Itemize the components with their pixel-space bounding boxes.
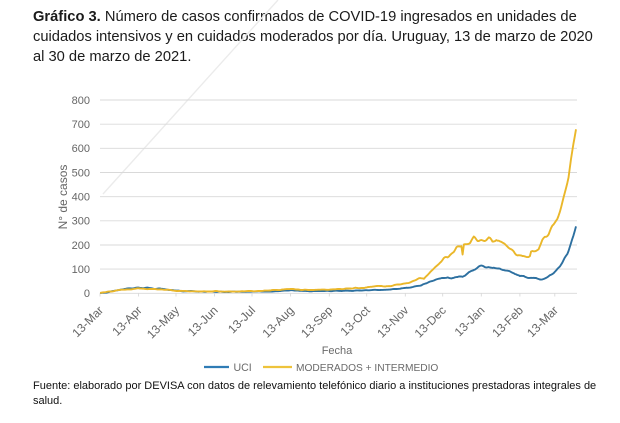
svg-text:Fecha: Fecha	[322, 345, 353, 357]
svg-text:500: 500	[72, 167, 90, 179]
svg-text:13-Oct: 13-Oct	[337, 303, 373, 339]
svg-text:600: 600	[72, 143, 90, 155]
svg-text:13-Sep: 13-Sep	[298, 303, 335, 340]
svg-text:13-Jan: 13-Jan	[452, 303, 488, 339]
svg-text:400: 400	[72, 192, 90, 204]
svg-text:800: 800	[72, 95, 90, 107]
svg-text:13-Jun: 13-Jun	[185, 303, 221, 339]
svg-text:13-Nov: 13-Nov	[374, 303, 411, 340]
svg-text:MODERADOS + INTERMEDIO: MODERADOS + INTERMEDIO	[296, 363, 438, 374]
svg-text:13-Mar: 13-Mar	[69, 303, 106, 340]
svg-text:UCI: UCI	[234, 362, 252, 374]
svg-text:100: 100	[72, 264, 90, 276]
svg-text:N° de casos: N° de casos	[56, 165, 70, 230]
svg-text:13-Jul: 13-Jul	[225, 303, 258, 336]
svg-text:13-May: 13-May	[144, 303, 182, 341]
svg-text:13-Feb: 13-Feb	[489, 303, 526, 340]
svg-text:13-Aug: 13-Aug	[259, 303, 296, 340]
svg-text:13-Dec: 13-Dec	[412, 303, 449, 340]
svg-text:0: 0	[84, 288, 90, 300]
svg-text:13-Mar: 13-Mar	[524, 303, 561, 340]
svg-text:13-Apr: 13-Apr	[109, 303, 144, 338]
svg-text:200: 200	[72, 240, 90, 252]
svg-text:300: 300	[72, 216, 90, 228]
svg-text:700: 700	[72, 119, 90, 131]
